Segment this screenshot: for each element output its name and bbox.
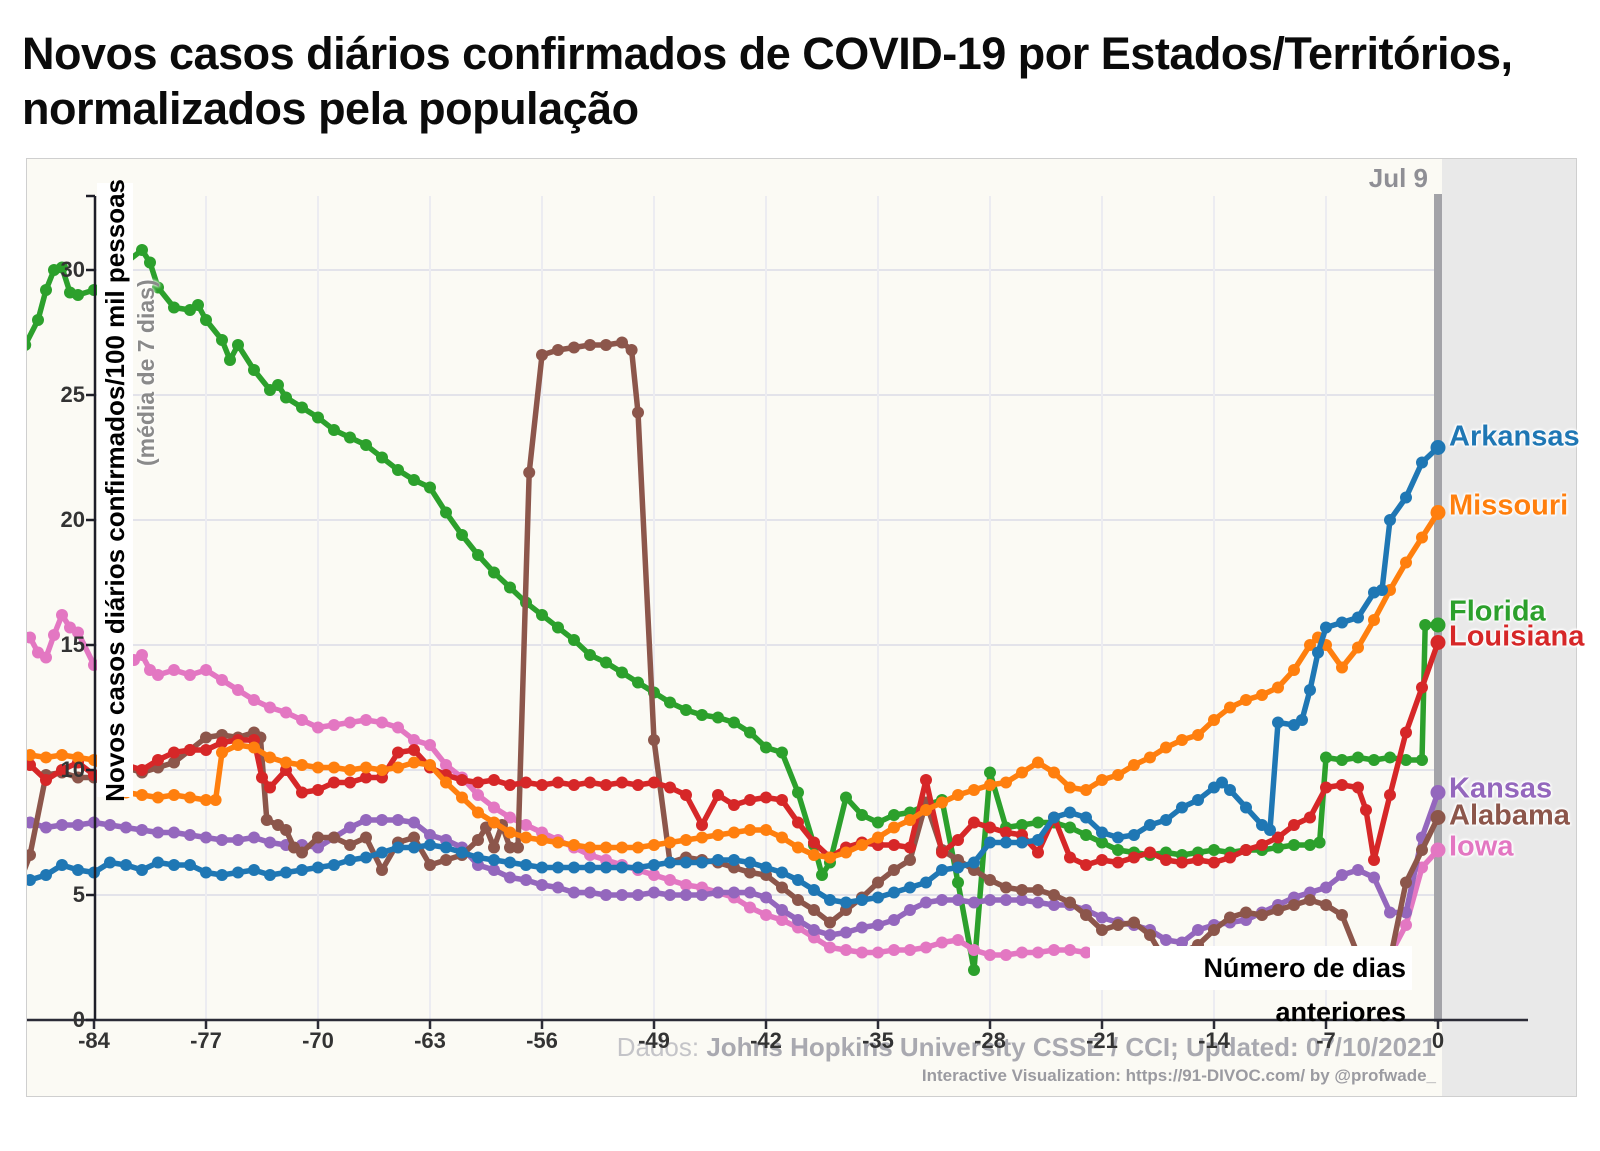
x-tick-label: -49: [638, 1028, 670, 1053]
future-region: [1442, 159, 1576, 1096]
x-tick-label: -42: [750, 1028, 782, 1053]
data-source-prefix: Dados:: [616, 1032, 700, 1062]
series-endpoint-iowa: [1430, 842, 1446, 858]
y-axis-sublabel: (média de 7 dias): [133, 279, 159, 466]
x-tick-label: -63: [414, 1028, 446, 1053]
y-tick-label: 5: [72, 882, 85, 907]
y-tick-label: 20: [60, 507, 85, 532]
visualization-credit: Interactive Visualization: https://91-DI…: [921, 1066, 1436, 1085]
x-tick-label: -21: [1086, 1028, 1118, 1053]
x-tick-label: -28: [974, 1028, 1006, 1053]
x-axis-label: Número de dias anteriores: [1090, 946, 1412, 1027]
state-label-kansas: Kansas: [1449, 772, 1553, 804]
series-markers-missouri: [27, 506, 1444, 864]
y-tick-label: 15: [60, 632, 85, 657]
x-tick-label: -70: [302, 1028, 334, 1053]
series-markers-kansas: [27, 786, 1444, 949]
y-axis-label: Novos casos diários confirmados/100 mil …: [99, 178, 130, 802]
x-tick-label: 0: [1431, 1028, 1445, 1053]
page-title-line2: normalizados pela população: [22, 83, 639, 134]
series-endpoint-missouri: [1430, 505, 1446, 520]
series-endpoint-alabama: [1430, 810, 1446, 825]
state-label-alabama: Alabama: [1449, 799, 1570, 831]
series-markers-arkansas: [27, 441, 1444, 909]
series-endpoint-kansas: [1430, 785, 1446, 800]
current-date-label: Jul 9: [1368, 163, 1428, 193]
x-tick-label: -56: [526, 1028, 558, 1053]
state-label-arkansas: Arkansas: [1449, 420, 1580, 452]
data-source-credit: Dados: Johns Hopkins University CSSE / C…: [0, 1032, 1436, 1063]
x-tick-label: -84: [78, 1028, 110, 1053]
y-tick-label: 30: [60, 257, 85, 282]
x-tick-label: -35: [862, 1028, 894, 1053]
y-tick-label: 25: [60, 382, 85, 407]
x-tick-label: -77: [190, 1028, 222, 1053]
state-label-missouri: Missouri: [1449, 489, 1569, 521]
y-tick-label: 0: [72, 1007, 85, 1032]
series-endpoint-arkansas: [1430, 440, 1446, 455]
state-label-iowa: Iowa: [1449, 830, 1514, 863]
page-title-line1: Novos casos diários confirmados de COVID…: [22, 28, 1513, 79]
x-tick-label: -7: [1316, 1028, 1336, 1053]
series-endpoint-florida: [1430, 617, 1446, 633]
data-source-text: Johns Hopkins University CSSE / CCI; Upd…: [706, 1032, 1436, 1062]
current-day-bar: [1434, 194, 1442, 1022]
y-tick-label: 10: [60, 757, 85, 782]
x-tick-label: -14: [1198, 1028, 1230, 1053]
state-label-louisiana: Louisiana: [1449, 620, 1585, 652]
state-label-florida: Florida: [1449, 595, 1546, 628]
chart-container: [26, 158, 1577, 1097]
series-endpoint-louisiana: [1430, 635, 1446, 650]
y-axis-label-box: Novos casos diários confirmados/100 mil …: [97, 179, 133, 801]
page-title: Novos casos diários confirmados de COVID…: [22, 26, 1562, 136]
